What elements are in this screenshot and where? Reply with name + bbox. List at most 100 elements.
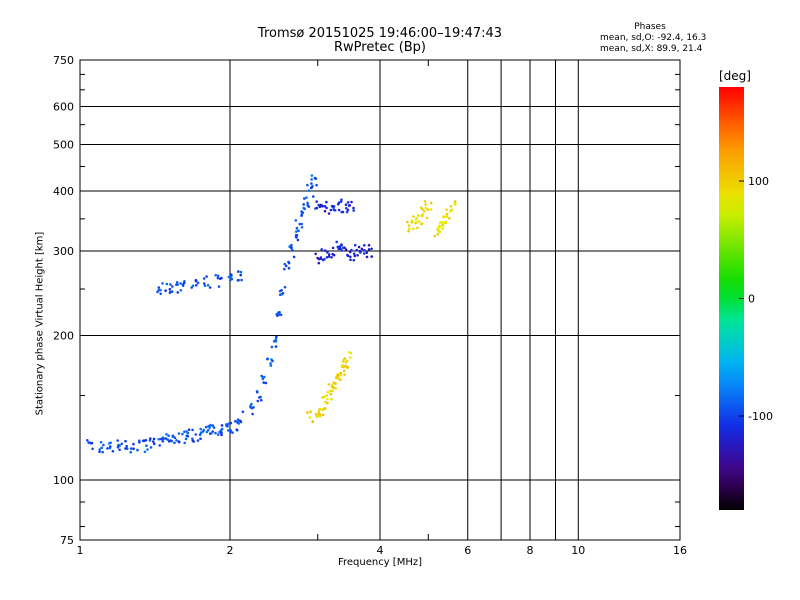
data-point xyxy=(118,444,121,447)
data-point xyxy=(352,206,355,210)
data-point xyxy=(179,289,183,292)
data-point xyxy=(191,428,194,432)
data-point xyxy=(173,441,176,445)
data-point xyxy=(120,442,124,446)
data-point xyxy=(407,224,411,227)
data-point xyxy=(323,257,326,261)
data-point xyxy=(310,182,313,185)
data-point xyxy=(182,281,186,285)
data-point xyxy=(132,442,135,446)
data-point xyxy=(239,270,243,274)
data-point xyxy=(158,444,161,447)
data-point xyxy=(220,424,224,427)
data-point xyxy=(333,209,337,212)
data-point xyxy=(310,186,314,189)
data-point xyxy=(327,255,331,258)
data-point xyxy=(173,436,177,440)
data-point xyxy=(177,440,181,444)
data-point xyxy=(106,447,109,450)
data-point xyxy=(212,426,216,429)
data-point xyxy=(453,200,457,203)
data-point xyxy=(157,289,160,292)
data-point xyxy=(211,424,215,427)
data-point xyxy=(279,313,283,317)
data-point xyxy=(179,282,182,285)
data-point xyxy=(352,252,356,256)
colorbar-tick-label: 100 xyxy=(748,175,769,188)
data-point xyxy=(116,439,119,442)
data-point xyxy=(186,434,189,438)
data-point xyxy=(426,208,430,211)
data-point xyxy=(294,219,298,222)
data-point xyxy=(320,248,324,251)
data-point xyxy=(340,198,343,201)
data-point xyxy=(429,208,433,211)
data-point xyxy=(102,443,105,447)
data-point xyxy=(125,444,128,448)
data-point xyxy=(340,244,343,247)
x-tick-label: 4 xyxy=(377,544,384,557)
data-point xyxy=(327,212,331,215)
data-point xyxy=(209,432,213,435)
data-point xyxy=(259,398,263,402)
chart-title: Tromsø 20151025 19:46:00–19:47:43 xyxy=(257,26,503,41)
data-point xyxy=(350,248,353,252)
data-point xyxy=(329,392,333,396)
data-point xyxy=(367,243,371,247)
data-point xyxy=(91,447,94,451)
data-point xyxy=(237,270,240,273)
data-point xyxy=(275,335,278,339)
data-point xyxy=(283,262,287,266)
data-point xyxy=(167,434,170,438)
data-point xyxy=(175,281,179,284)
data-point xyxy=(365,251,369,254)
data-point xyxy=(109,445,112,448)
data-point xyxy=(445,212,449,216)
data-point xyxy=(412,215,415,218)
data-point xyxy=(306,183,309,187)
data-point xyxy=(315,200,319,203)
data-point xyxy=(202,282,206,285)
x-tick-label: 1 xyxy=(77,544,84,557)
data-point xyxy=(220,427,224,431)
data-point xyxy=(280,289,283,292)
data-point xyxy=(211,430,214,433)
data-point xyxy=(362,252,366,255)
data-point xyxy=(370,247,373,251)
data-point xyxy=(297,229,300,232)
data-point xyxy=(338,245,342,248)
data-point xyxy=(240,278,243,282)
data-point xyxy=(321,408,324,412)
data-point xyxy=(335,376,338,380)
data-point xyxy=(165,433,168,436)
data-point xyxy=(323,209,327,213)
data-point xyxy=(327,383,331,386)
data-point xyxy=(326,397,329,401)
data-point xyxy=(415,221,418,224)
data-point xyxy=(271,359,274,363)
data-point xyxy=(283,267,286,271)
data-point xyxy=(314,413,318,416)
data-point xyxy=(159,437,163,441)
data-point xyxy=(157,286,161,289)
data-point xyxy=(330,255,333,259)
data-point xyxy=(129,450,132,454)
data-point xyxy=(417,220,421,223)
data-point xyxy=(323,395,326,399)
data-point xyxy=(336,245,340,249)
data-point xyxy=(438,221,442,224)
data-point xyxy=(256,399,260,403)
data-point xyxy=(169,283,172,286)
data-point xyxy=(445,215,449,218)
data-point xyxy=(239,273,242,277)
data-point xyxy=(353,243,357,247)
data-point xyxy=(228,279,232,282)
data-point xyxy=(412,227,415,231)
data-point xyxy=(270,345,274,349)
data-point xyxy=(420,214,424,218)
data-point xyxy=(287,261,291,265)
x-tick-label: 10 xyxy=(571,544,585,557)
data-point xyxy=(326,251,329,254)
data-point xyxy=(437,229,441,233)
